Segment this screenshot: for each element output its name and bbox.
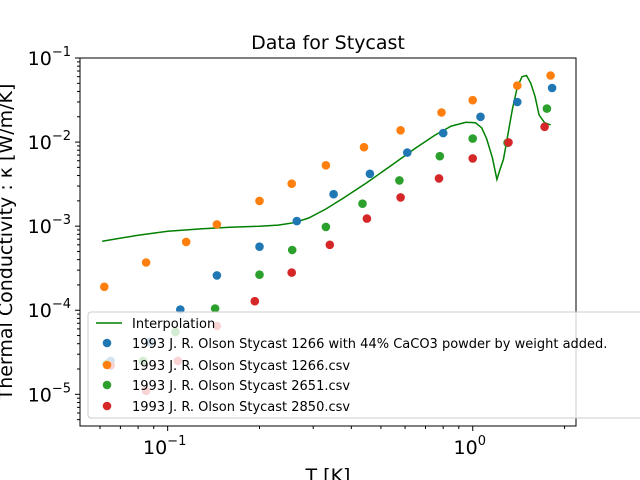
plot-frame	[79, 57, 577, 427]
legend-entry-label: 1993 J. R. Olson Stycast 2850.csv	[132, 400, 350, 415]
data-point-series-1	[513, 97, 522, 107]
data-point-series-2	[396, 126, 405, 135]
legend-marker-swatch	[102, 338, 112, 348]
data-point-series-3	[468, 134, 478, 143]
y-tick-label: 10−5	[28, 381, 71, 406]
legend-entry-label: 1993 J. R. Olson Stycast 1266 with 44% C…	[132, 337, 607, 352]
y-axis-label: Thermal Conductivity : κ [W/m/K]	[0, 84, 17, 402]
data-point-series-3	[435, 151, 445, 161]
data-point-series-3	[255, 270, 264, 280]
y-tick-label: 10−3	[28, 213, 71, 238]
data-point-series-2	[100, 282, 109, 292]
legend-marker-swatch	[102, 360, 112, 370]
data-point-series-1	[476, 112, 485, 122]
legend-marker-swatch	[102, 401, 112, 411]
data-point-series-2	[141, 258, 151, 267]
legend-box	[87, 311, 640, 419]
data-point-series-4	[434, 174, 444, 183]
data-point-series-1	[547, 83, 557, 93]
data-point-series-3	[210, 304, 220, 313]
data-point-series-3	[287, 245, 297, 255]
data-point-series-1	[292, 216, 302, 226]
data-point-series-2	[321, 161, 331, 170]
data-point-series-2	[359, 142, 369, 152]
data-point-series-3	[395, 176, 404, 185]
y-tick-label: 10−2	[28, 129, 71, 154]
data-point-series-2	[287, 179, 297, 188]
chart-title: Data for Stycast	[251, 32, 405, 54]
data-point-series-1	[403, 148, 412, 157]
series-line-interpolation	[102, 74, 551, 243]
data-point-series-2	[546, 71, 555, 80]
x-tick-label: 10−1	[143, 434, 186, 459]
data-point-series-1	[329, 189, 338, 199]
data-point-series-4	[504, 138, 513, 147]
data-point-series-4	[396, 193, 405, 202]
data-point-series-3	[358, 199, 367, 208]
data-point-series-4	[362, 214, 372, 223]
data-point-series-1	[255, 242, 264, 251]
y-tick-label: 10−1	[28, 45, 71, 70]
legend-entry-label: Interpolation	[132, 317, 215, 332]
data-point-series-1	[365, 169, 375, 179]
data-point-series-4	[325, 240, 335, 250]
data-point-series-1	[438, 128, 448, 138]
x-axis-label: T [K]	[305, 465, 351, 480]
data-point-series-2	[255, 196, 264, 206]
x-tick-label: 100	[454, 434, 486, 459]
data-point-series-2	[212, 220, 222, 229]
y-tick-label: 10−4	[28, 297, 71, 322]
data-point-series-2	[513, 81, 522, 90]
legend-marker-swatch	[102, 380, 112, 390]
legend-entry-label: 1993 J. R. Olson Stycast 1266.csv	[132, 359, 350, 374]
data-point-series-2	[468, 95, 478, 105]
data-point-series-2	[437, 108, 446, 117]
legend-entry-label: 1993 J. R. Olson Stycast 2651.csv	[132, 379, 350, 394]
data-point-series-4	[468, 154, 478, 163]
data-point-series-2	[181, 237, 191, 247]
data-point-series-3	[542, 104, 552, 113]
data-point-series-4	[250, 296, 260, 306]
data-point-series-4	[287, 268, 297, 277]
data-point-series-4	[540, 122, 549, 132]
data-point-series-1	[212, 271, 222, 280]
data-point-series-3	[321, 222, 331, 232]
